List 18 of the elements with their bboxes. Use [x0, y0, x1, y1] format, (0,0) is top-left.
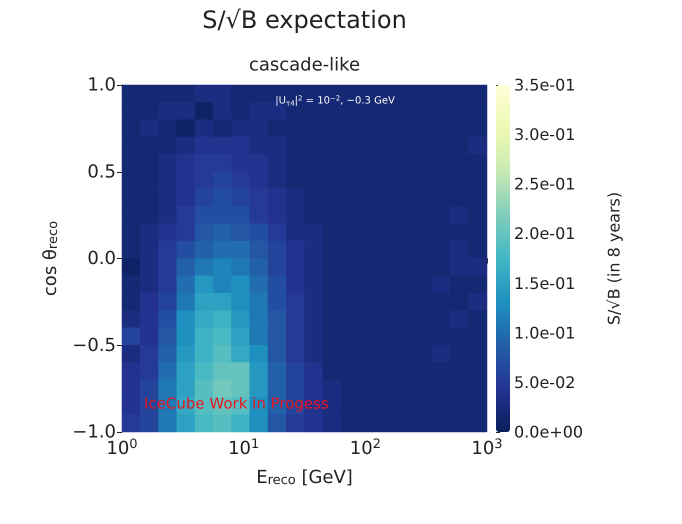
color-bar-label: 1.0e-01: [514, 323, 576, 342]
color-bar-title: S/√B (in 8 years): [604, 192, 624, 326]
y-tick-label: 0.5: [87, 161, 116, 182]
y-axis-title: cos θreco: [40, 220, 61, 296]
y-tick-label: 1.0: [87, 74, 116, 96]
annotation: IceCube Work in Progess: [144, 394, 329, 412]
color-bar-label: 3.0e-01: [514, 125, 576, 144]
color-bar-label: 2.0e-01: [514, 224, 576, 244]
color-bar-label: 2.5e-01: [514, 174, 576, 194]
color-bar-label: 1.5e-01: [514, 274, 576, 293]
y-tick-label: −0.5: [72, 334, 116, 356]
chart-title: S/√B expectation: [202, 6, 407, 34]
x-axis-title: Ereco [GeV]: [256, 467, 353, 488]
y-tick-label: 0.0: [87, 248, 116, 269]
color-bar-label: 3.5e-01: [514, 76, 576, 94]
color-bar-label: 5.0e-02: [514, 372, 576, 392]
color-bar-label: 0.0e+00: [514, 422, 584, 442]
chart-subtitle: cascade-like: [248, 54, 360, 76]
